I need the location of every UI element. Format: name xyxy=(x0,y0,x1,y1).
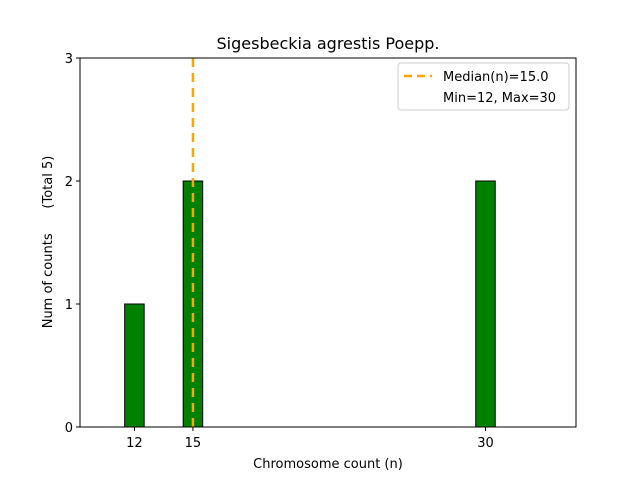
x-tick-label: 12 xyxy=(126,436,143,451)
legend-box xyxy=(397,62,570,111)
y-tick-label: 0 xyxy=(65,421,73,436)
bar-12 xyxy=(124,303,145,428)
x-tick-label: 15 xyxy=(185,436,202,451)
legend-median-label: Median(n)=15.0 xyxy=(443,70,549,85)
bar-30 xyxy=(475,180,496,428)
x-tick-label: 30 xyxy=(477,436,494,451)
y-tick-label: 3 xyxy=(65,52,73,67)
y-tick-label: 1 xyxy=(65,298,73,313)
legend-range-label: Min=12, Max=30 xyxy=(443,91,556,106)
plot-frame xyxy=(79,57,577,428)
chart-title: Sigesbeckia agrestis Poepp. xyxy=(217,34,440,53)
y-tick-label: 2 xyxy=(65,175,73,190)
legend: Median(n)=15.0 Min=12, Max=30 xyxy=(397,62,570,111)
y-axis-label: Num of counts (Total 5) xyxy=(41,156,56,329)
x-axis-label: Chromosome count (n) xyxy=(253,457,403,472)
